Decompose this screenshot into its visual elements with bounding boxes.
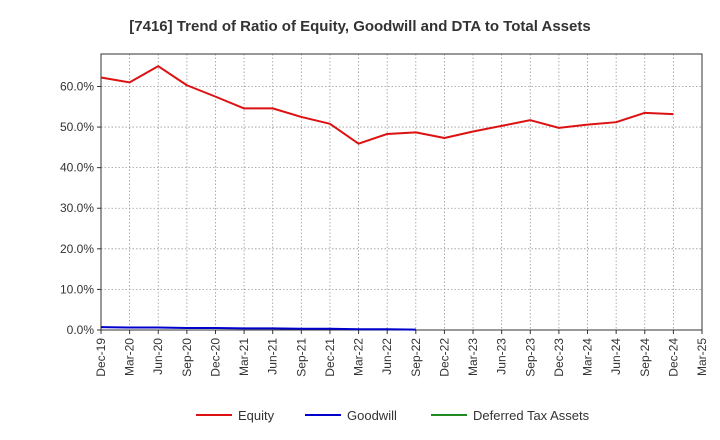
x-tick-label: Mar-21: [237, 338, 251, 376]
x-tick-label: Jun-24: [609, 338, 623, 375]
chart-title: [7416] Trend of Ratio of Equity, Goodwil…: [129, 18, 590, 35]
x-tick-label: Mar-23: [466, 338, 480, 376]
series-line-equity: [100, 65, 674, 145]
legend-label-deferred-tax-assets: Deferred Tax Assets: [473, 408, 590, 423]
legend-label-goodwill: Goodwill: [347, 408, 397, 423]
x-tick-label: Jun-21: [266, 338, 280, 375]
x-tick-label: Mar-20: [123, 338, 137, 376]
x-tick-label: Dec-24: [666, 338, 680, 377]
x-tick-label: Jun-23: [495, 338, 509, 375]
series-line-goodwill: [100, 326, 416, 331]
x-tick-label: Mar-25: [695, 338, 709, 376]
x-tick-label: Sep-21: [294, 338, 308, 377]
x-tick-label: Dec-20: [208, 338, 222, 377]
series-layer: [100, 65, 674, 331]
y-tick-label: 40.0%: [60, 161, 94, 175]
x-tick-label: Dec-23: [552, 338, 566, 377]
x-tick-label: Sep-24: [638, 338, 652, 377]
y-tick-label: 20.0%: [60, 242, 94, 256]
x-tick-label: Dec-19: [94, 338, 108, 377]
y-tick-label: 30.0%: [60, 201, 94, 215]
x-tick-label: Dec-21: [323, 338, 337, 377]
y-tick-label: 0.0%: [67, 323, 95, 337]
x-tick-label: Jun-20: [151, 338, 165, 375]
legend-label-equity: Equity: [238, 408, 275, 423]
y-tick-label: 60.0%: [60, 79, 94, 93]
x-tick-label: Sep-23: [523, 338, 537, 377]
x-tick-label: Mar-22: [352, 338, 366, 376]
y-tick-label: 50.0%: [60, 120, 94, 134]
grid-layer: [101, 54, 702, 330]
plot-frame: [100, 53, 703, 331]
y-tick-label: 10.0%: [60, 282, 94, 296]
x-tick-label: Dec-22: [437, 338, 451, 377]
x-tick-label: Jun-22: [380, 338, 394, 375]
x-tick-label: Sep-20: [180, 338, 194, 377]
x-tick-label: Sep-22: [409, 338, 423, 377]
x-tick-label: Mar-24: [581, 338, 595, 376]
legend: Equity Goodwill Deferred Tax Assets: [196, 408, 590, 423]
